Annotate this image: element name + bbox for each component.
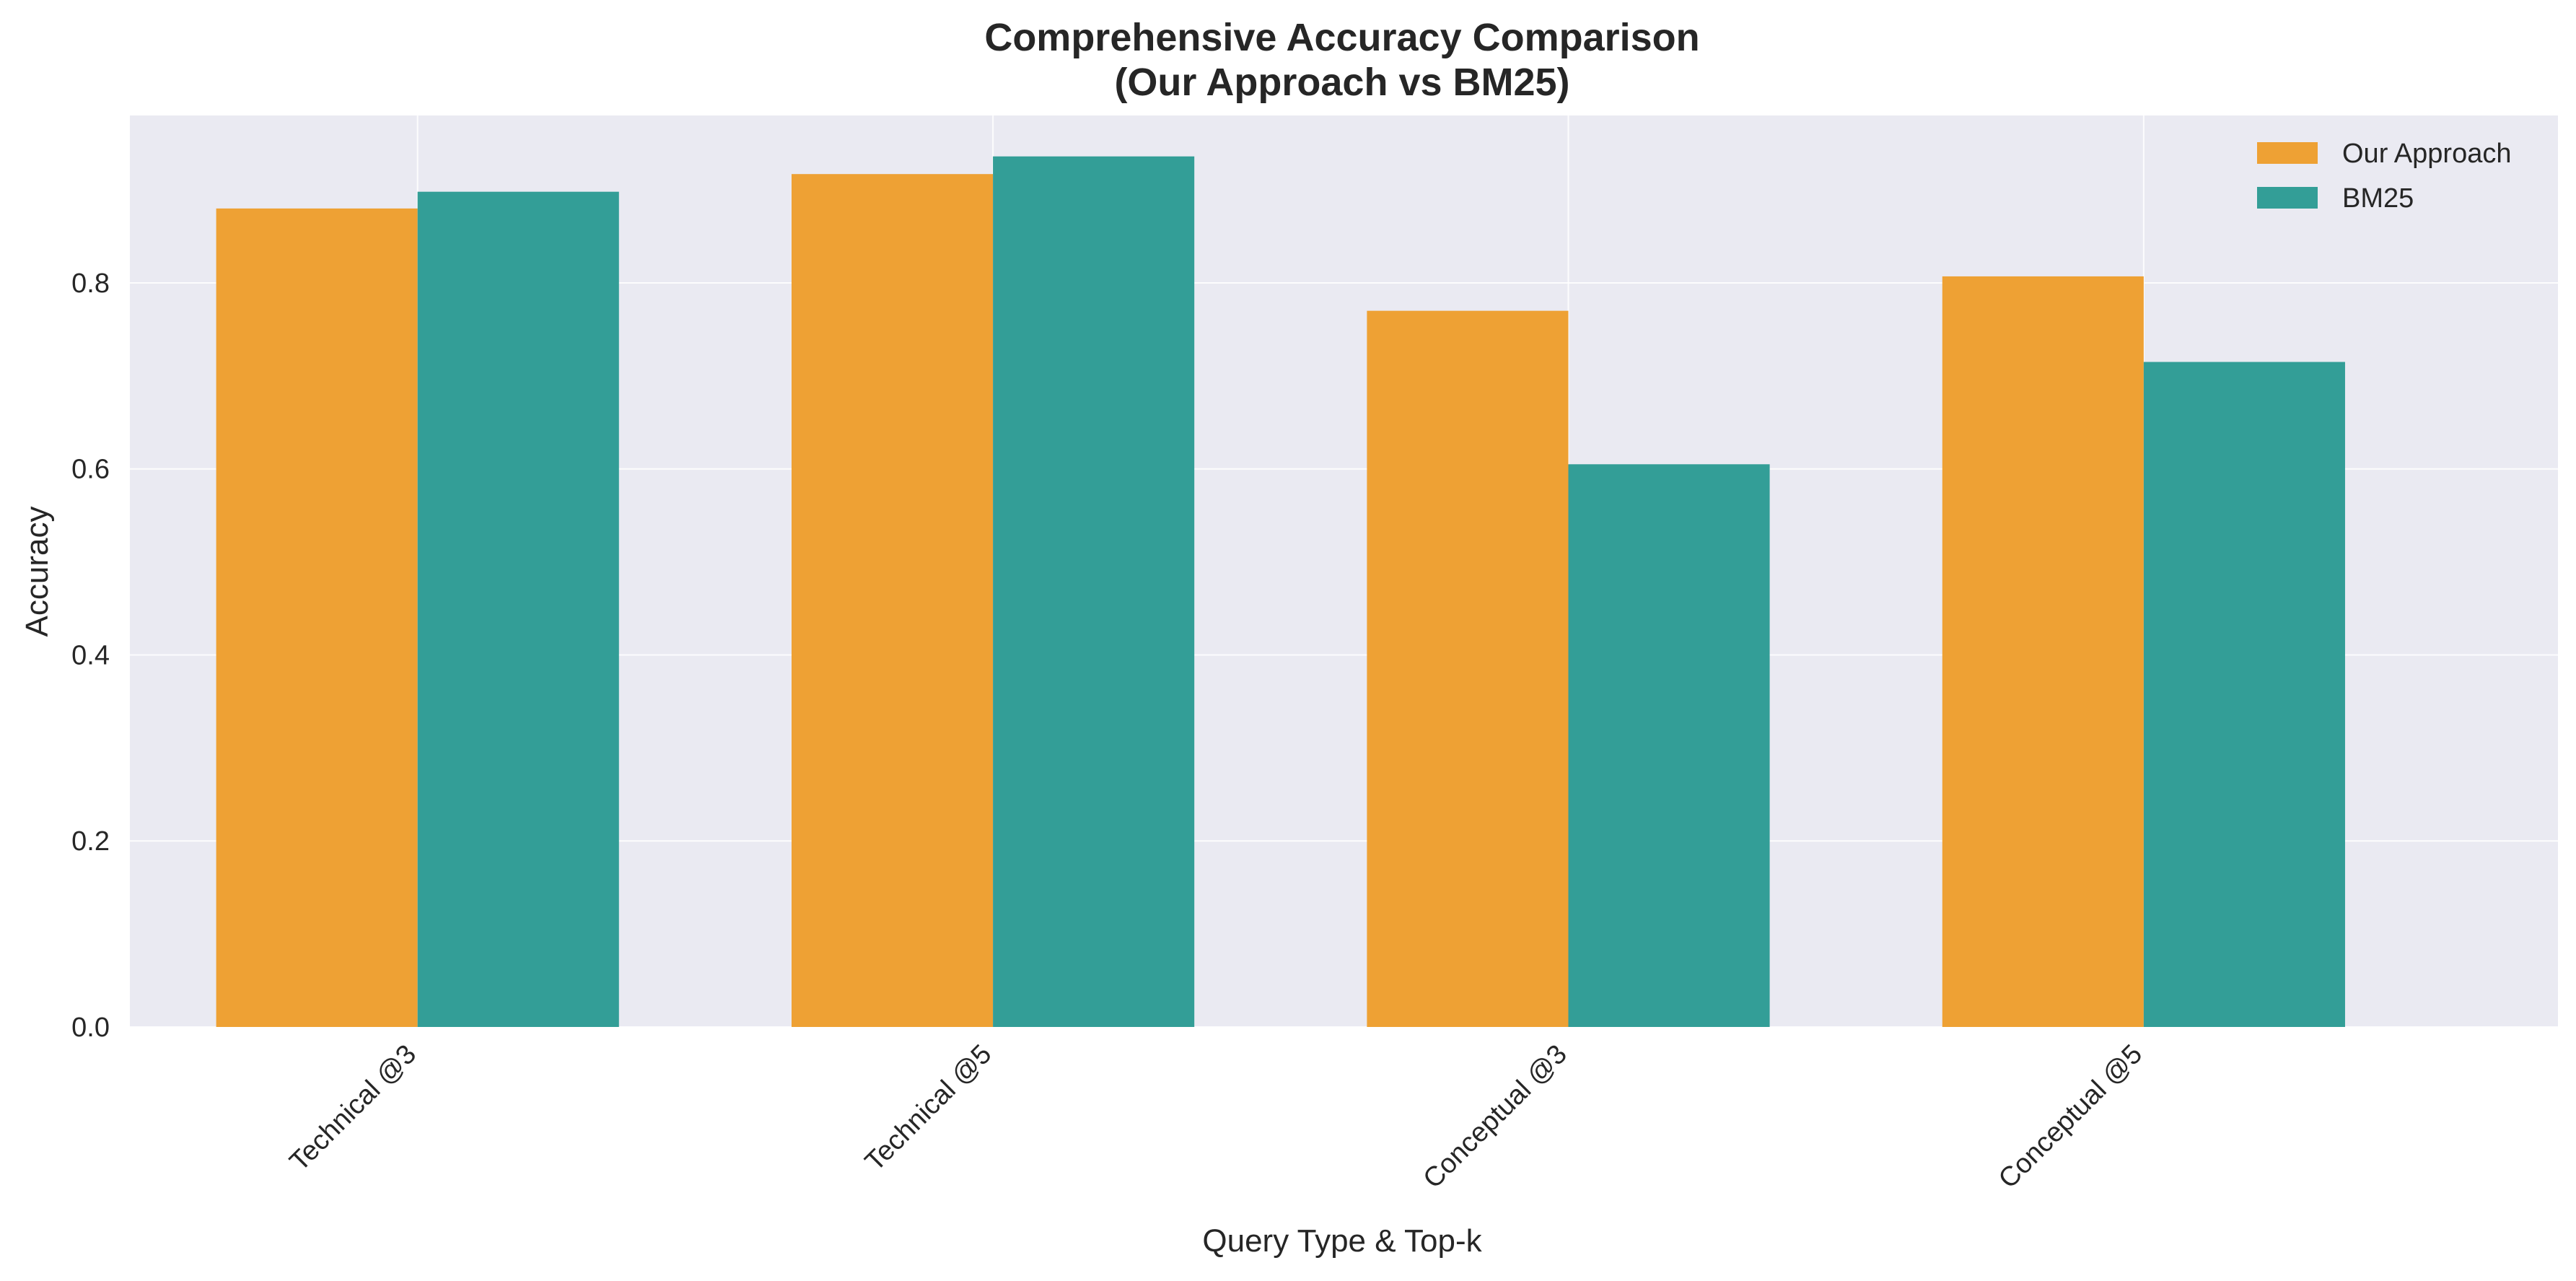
bar-our-approach-1 [792,174,994,1027]
legend-entry-label: Our Approach [2342,139,2511,169]
y-tick-label: 0.6 [71,455,110,485]
bar-bm25-2 [1568,464,1770,1027]
bar-our-approach-3 [1942,276,2144,1028]
legend: Our Approach BM25 [2257,139,2511,214]
y-ticks: 0.0 0.2 0.4 0.6 0.8 [71,268,110,1043]
x-tick-label: Conceptual @5 [1993,1039,2148,1194]
x-axis-label: Query Type & Top-k [1202,1223,1482,1259]
bar-bm25-3 [2143,362,2345,1027]
bars-layer [216,156,2345,1028]
bar-bm25-0 [417,191,619,1028]
y-tick-label: 0.8 [71,268,110,299]
chart-title-line-2: (Our Approach vs BM25) [1114,61,1569,104]
y-tick-label: 0.0 [71,1013,110,1043]
legend-entry-label: BM25 [2342,183,2414,214]
legend-swatch [2257,187,2318,209]
y-tick-label: 0.2 [71,826,110,857]
y-tick-label: 0.4 [71,640,110,670]
y-axis-label: Accuracy [19,507,55,637]
chart-title-line-1: Comprehensive Accuracy Comparison [984,16,1699,59]
x-tick-label: Technical @3 [284,1039,422,1177]
x-tick-label: Conceptual @3 [1418,1039,1573,1194]
x-tick-label: Technical @5 [859,1039,997,1177]
bar-our-approach-0 [216,208,418,1027]
bar-bm25-1 [993,156,1195,1028]
x-ticks: Technical @3 Technical @5 Conceptual @3 Con… [284,1039,2149,1194]
bar-our-approach-2 [1367,310,1569,1028]
legend-swatch [2257,142,2318,164]
